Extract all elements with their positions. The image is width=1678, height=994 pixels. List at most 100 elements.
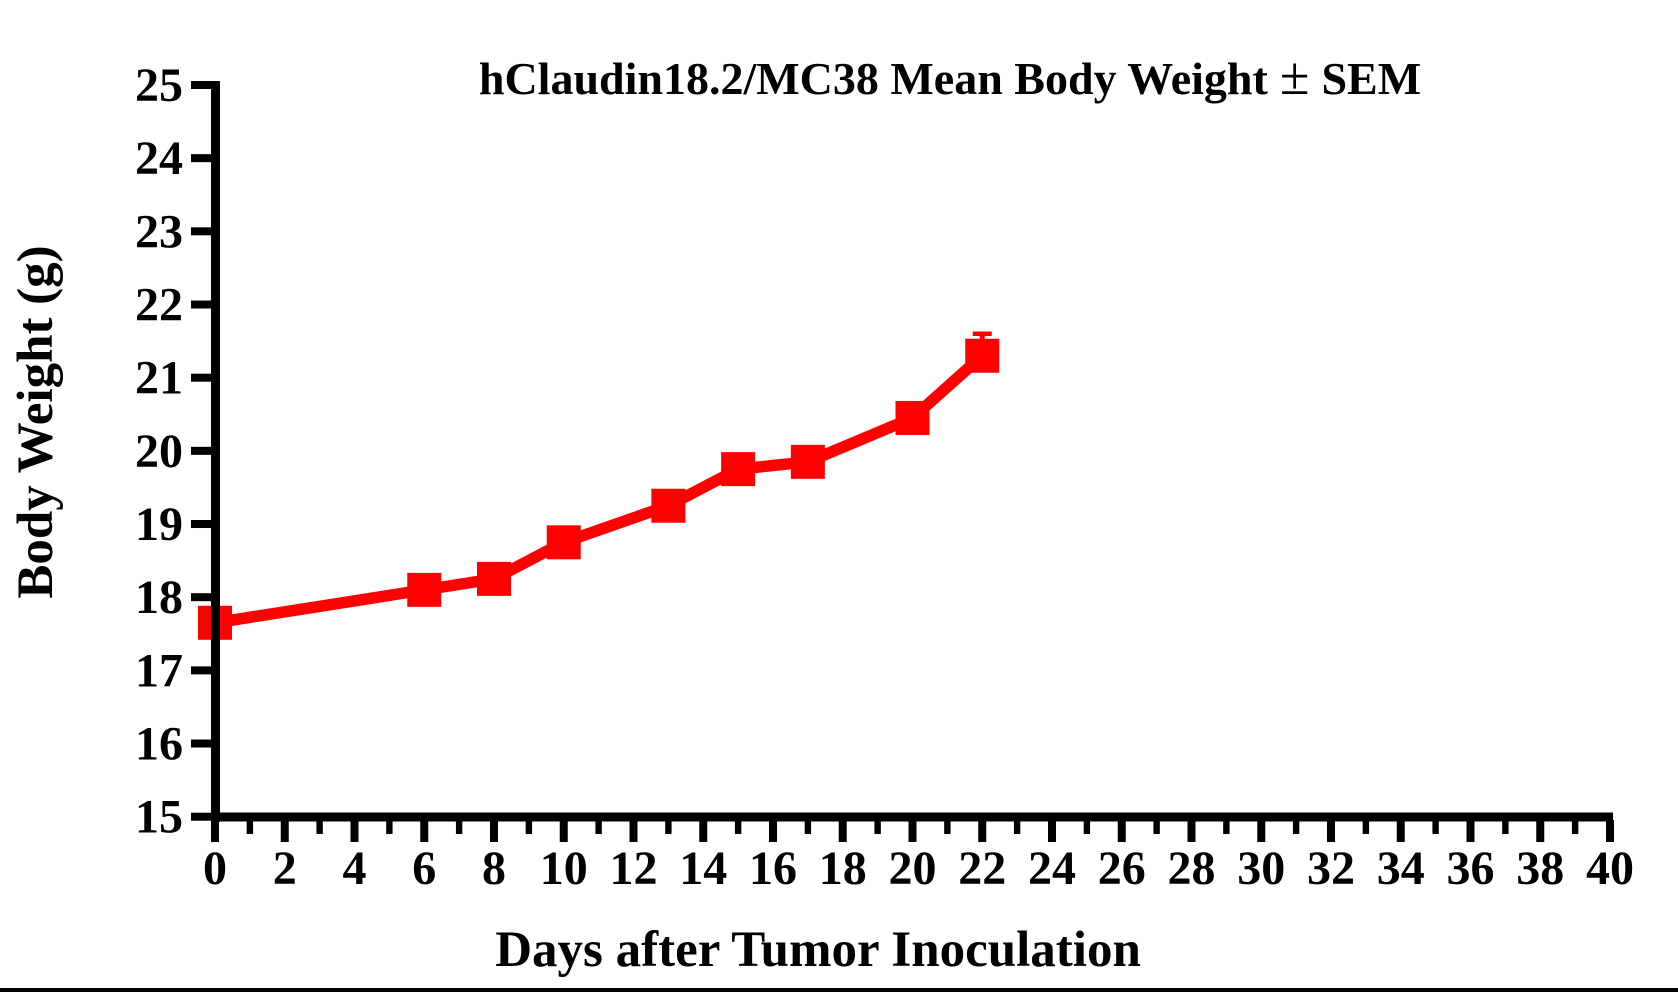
x-tick-label: 34 bbox=[1377, 842, 1425, 895]
x-tick-label: 10 bbox=[540, 842, 588, 895]
x-tick-label: 32 bbox=[1307, 842, 1355, 895]
x-axis-minor-tick bbox=[804, 820, 812, 834]
data-line bbox=[214, 351, 987, 629]
x-axis-minor-tick bbox=[595, 820, 602, 834]
x-axis-major-tick bbox=[1536, 820, 1545, 842]
x-axis-minor-tick bbox=[1292, 820, 1300, 834]
x-axis-major-tick bbox=[1048, 820, 1056, 842]
x-tick-label: 28 bbox=[1168, 842, 1216, 895]
y-axis-tick bbox=[191, 300, 211, 309]
x-axis-minor-tick bbox=[455, 820, 463, 834]
y-tick-label: 17 bbox=[135, 644, 183, 697]
y-tick-label: 25 bbox=[135, 59, 183, 112]
x-tick-label: 20 bbox=[889, 842, 937, 895]
y-axis-tick bbox=[191, 227, 211, 236]
x-tick-label: 12 bbox=[610, 842, 658, 895]
x-axis-minor-tick bbox=[525, 820, 533, 834]
x-axis-major-tick bbox=[490, 820, 498, 842]
x-tick-label: 4 bbox=[343, 842, 367, 895]
data-point bbox=[790, 444, 825, 479]
x-axis-minor-tick bbox=[1571, 820, 1579, 834]
x-axis-minor-tick bbox=[1432, 820, 1439, 834]
x-axis-minor-tick bbox=[874, 820, 881, 834]
data-point bbox=[546, 525, 581, 560]
y-tick-label: 23 bbox=[135, 205, 183, 258]
data-point bbox=[477, 561, 511, 596]
x-axis-minor-tick bbox=[734, 820, 742, 834]
x-axis-minor-tick bbox=[944, 820, 951, 834]
chart-title: hClaudin18.2/MC38 Mean Body Weight ± SEM bbox=[479, 46, 1421, 106]
data-point bbox=[895, 400, 930, 435]
x-axis-major-tick bbox=[1327, 820, 1335, 842]
x-tick-label: 22 bbox=[958, 842, 1006, 895]
x-tick-label: 6 bbox=[412, 842, 436, 895]
y-axis-tick bbox=[191, 446, 211, 455]
x-tick-label: 8 bbox=[482, 842, 506, 895]
x-axis-major-tick bbox=[769, 820, 777, 842]
x-axis-minor-tick bbox=[1362, 820, 1370, 834]
x-axis-major-tick bbox=[420, 820, 429, 842]
x-axis-line bbox=[211, 812, 1613, 822]
x-axis-major-tick bbox=[1187, 820, 1196, 842]
x-tick-label: 18 bbox=[819, 842, 867, 895]
x-axis-minor-tick bbox=[1083, 820, 1091, 834]
data-point bbox=[407, 572, 442, 607]
y-axis-tick bbox=[191, 373, 211, 382]
x-axis-major-tick bbox=[1396, 820, 1405, 842]
bottom-border-line bbox=[0, 988, 1678, 992]
y-tick-label: 19 bbox=[135, 498, 183, 551]
y-axis-tick bbox=[191, 154, 211, 163]
x-axis-major-tick bbox=[978, 820, 987, 842]
y-tick-label: 18 bbox=[135, 571, 183, 624]
x-axis-minor-tick bbox=[246, 820, 254, 834]
x-axis-minor-tick bbox=[1502, 820, 1509, 834]
x-axis-major-tick bbox=[629, 820, 638, 842]
x-tick-label: 40 bbox=[1586, 842, 1634, 895]
x-tick-label: 14 bbox=[679, 842, 727, 895]
x-axis-minor-tick bbox=[665, 820, 672, 834]
x-axis-major-tick bbox=[838, 820, 847, 842]
x-axis-major-tick bbox=[280, 820, 289, 842]
x-tick-label: 16 bbox=[749, 842, 797, 895]
x-axis-major-tick bbox=[1606, 820, 1614, 842]
x-axis-major-tick bbox=[559, 820, 568, 842]
x-axis-title: Days after Tumor Inoculation bbox=[495, 922, 1141, 978]
x-axis-minor-tick bbox=[1013, 820, 1021, 834]
y-tick-label: 22 bbox=[135, 279, 183, 332]
x-axis-minor-tick bbox=[1223, 820, 1230, 834]
y-axis-tick bbox=[191, 812, 211, 821]
x-axis-minor-tick bbox=[316, 820, 323, 834]
x-axis-major-tick bbox=[699, 820, 708, 842]
y-axis-tick bbox=[191, 81, 211, 89]
x-tick-label: 0 bbox=[203, 842, 227, 895]
x-axis-major-tick bbox=[1466, 820, 1475, 842]
x-tick-label: 26 bbox=[1098, 842, 1146, 895]
x-axis-major-tick bbox=[350, 820, 359, 842]
x-tick-label: 2 bbox=[273, 842, 297, 895]
x-axis-major-tick bbox=[1257, 820, 1266, 842]
y-axis-tick bbox=[191, 739, 211, 748]
x-tick-label: 30 bbox=[1237, 842, 1285, 895]
data-point bbox=[965, 338, 1000, 373]
y-axis-title: Body Weight (g) bbox=[8, 245, 64, 598]
y-axis-tick bbox=[191, 666, 211, 675]
x-axis-minor-tick bbox=[386, 820, 393, 834]
y-tick-label: 15 bbox=[135, 791, 183, 844]
x-tick-label: 38 bbox=[1516, 842, 1564, 895]
x-axis-major-tick bbox=[908, 820, 917, 842]
y-tick-label: 20 bbox=[135, 425, 183, 478]
y-tick-label: 21 bbox=[135, 352, 183, 405]
data-point bbox=[651, 488, 686, 523]
y-axis-line bbox=[211, 81, 220, 822]
y-tick-label: 24 bbox=[135, 132, 183, 185]
x-axis-major-tick bbox=[211, 820, 219, 842]
x-tick-label: 36 bbox=[1447, 842, 1495, 895]
x-tick-label: 24 bbox=[1028, 842, 1076, 895]
x-axis-major-tick bbox=[1117, 820, 1126, 842]
data-point bbox=[721, 452, 756, 487]
y-axis-tick bbox=[191, 520, 211, 529]
y-axis-tick bbox=[191, 593, 211, 602]
x-axis-minor-tick bbox=[1153, 820, 1160, 834]
